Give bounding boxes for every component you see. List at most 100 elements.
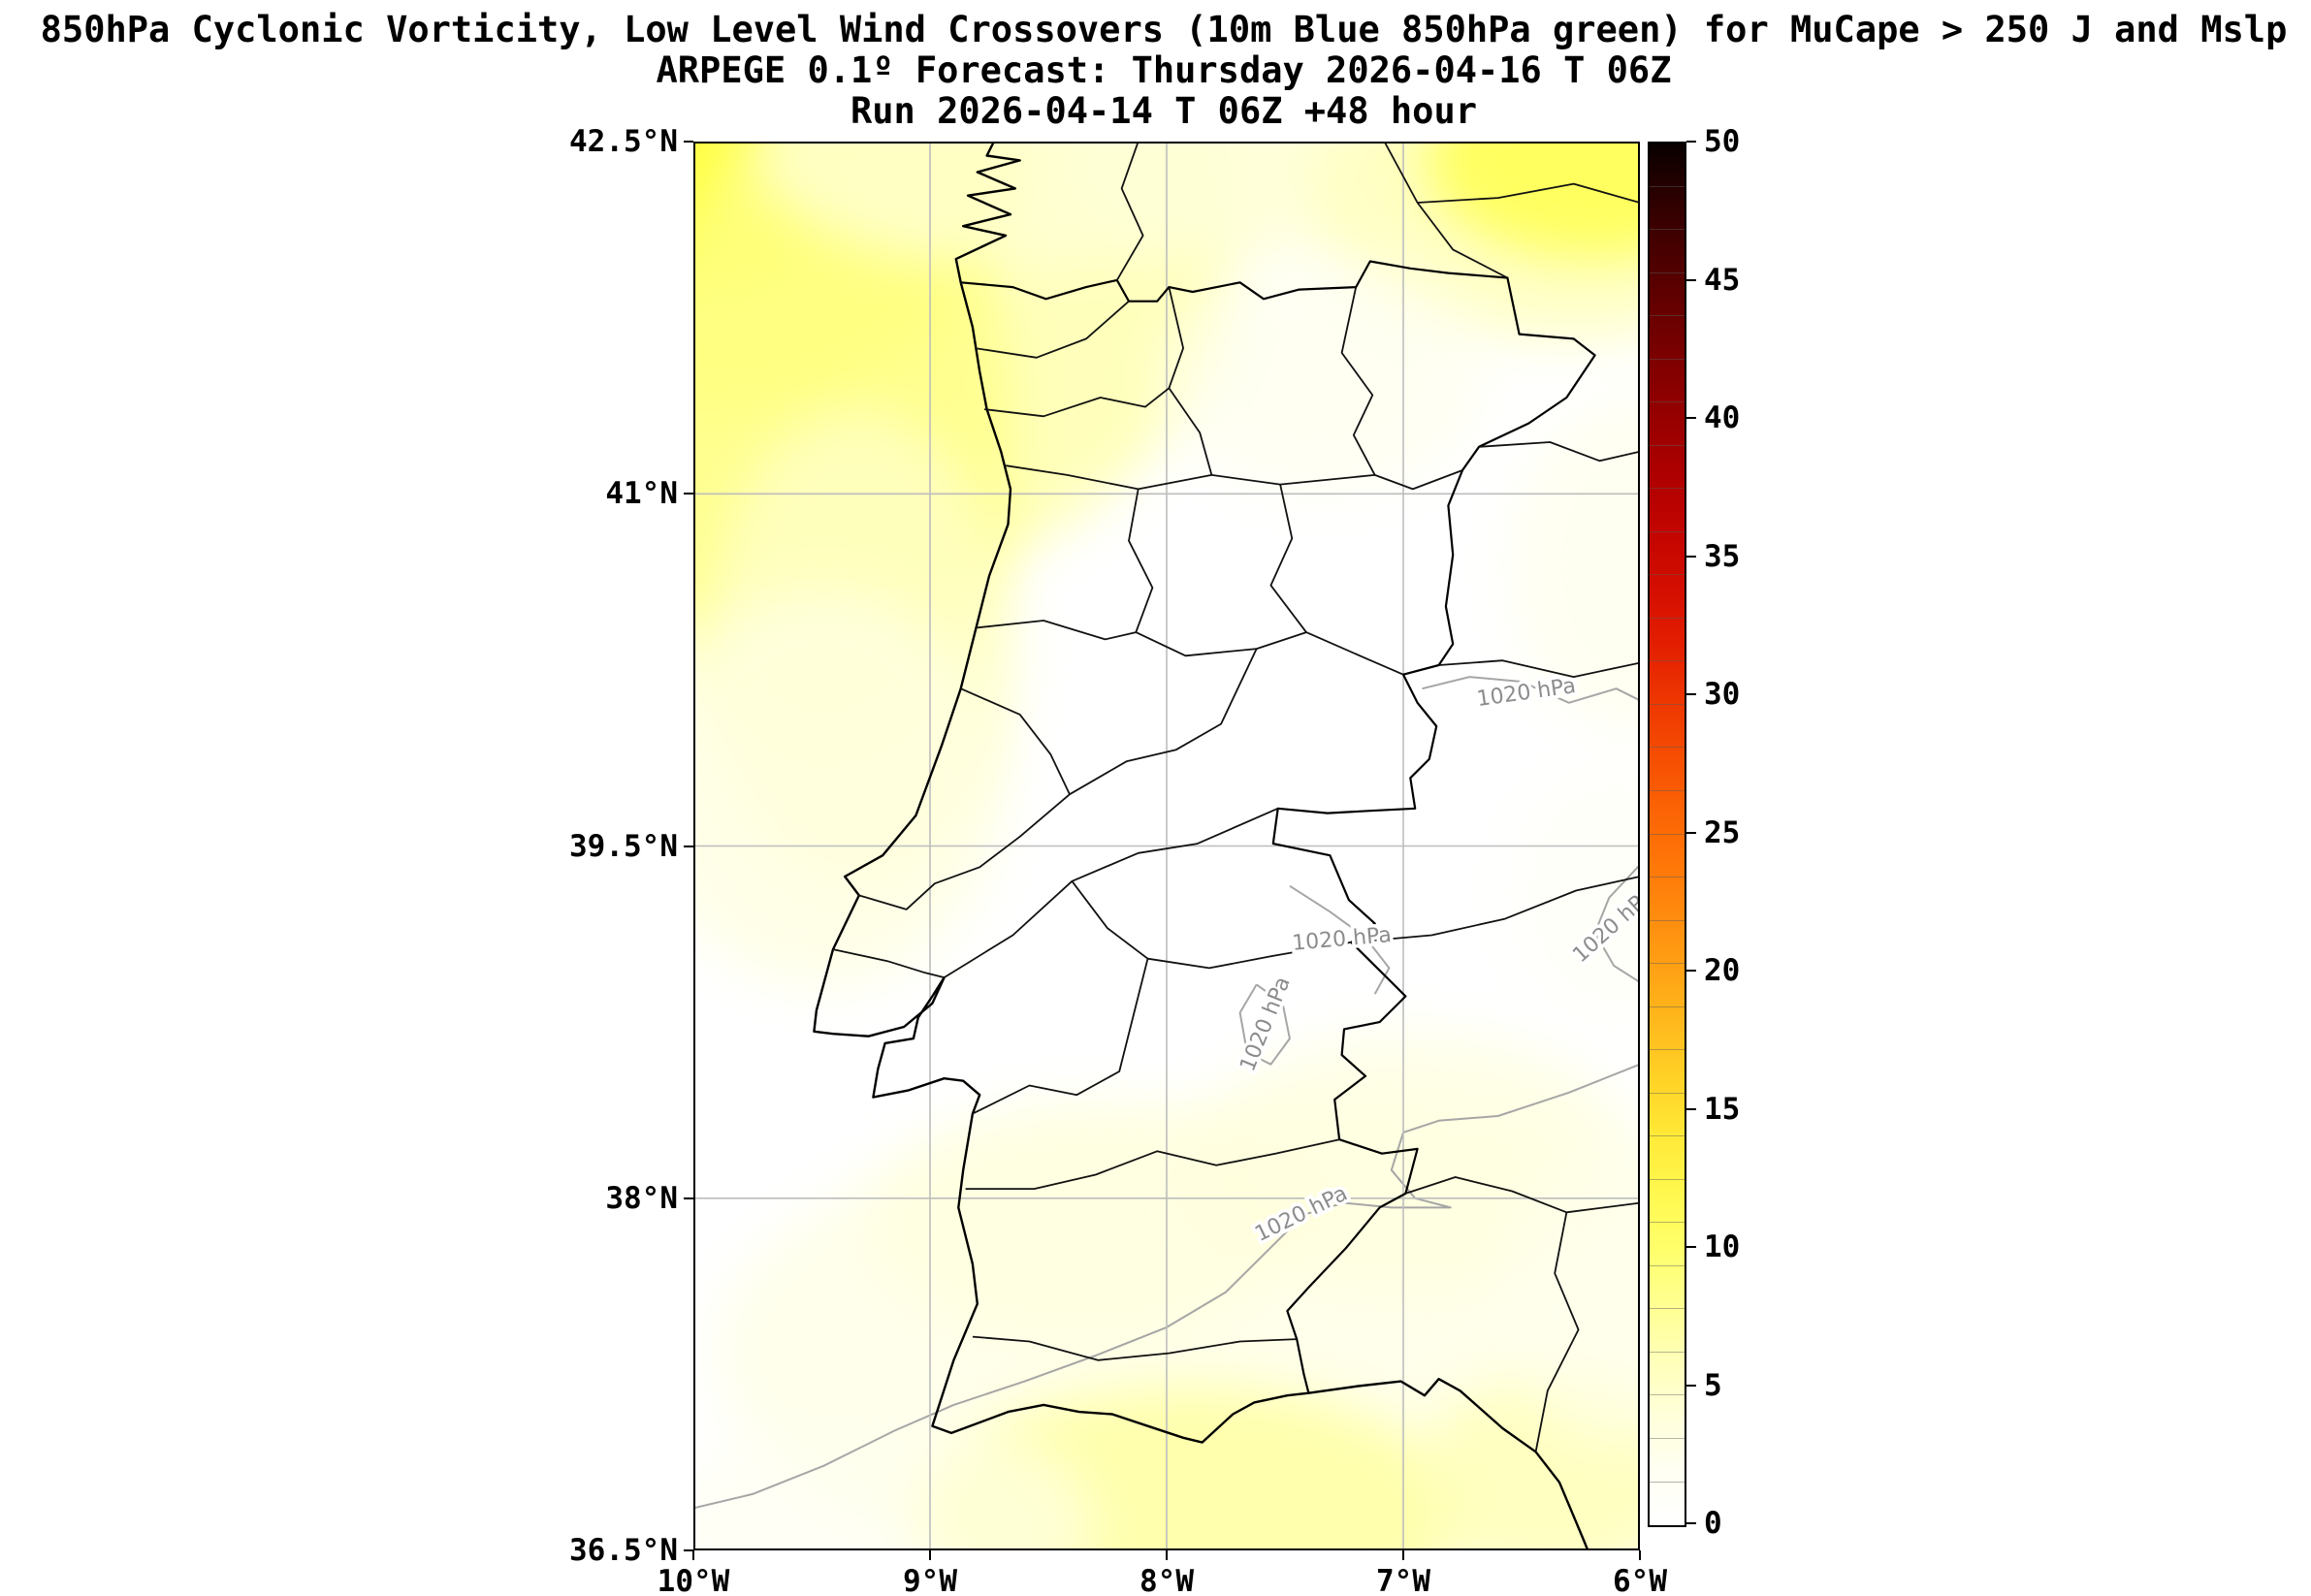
colorbar-level-line xyxy=(1650,660,1685,662)
colorbar-tick-label: 50 xyxy=(1704,124,1741,159)
colorbar-level-line xyxy=(1650,358,1685,360)
district-line xyxy=(1534,1212,1580,1452)
district-line xyxy=(1005,464,1463,491)
colorbar-tick-label: 20 xyxy=(1704,953,1741,988)
colorbar-tickmark xyxy=(1686,141,1696,143)
district-line xyxy=(960,687,1071,795)
district-line xyxy=(1069,648,1258,795)
colorbar-level-line xyxy=(1650,617,1685,619)
mslp-contour xyxy=(1238,983,1291,1066)
vorticity-blob xyxy=(1497,1139,1640,1445)
colorbar-level-line xyxy=(1650,1481,1685,1483)
x-tickmark xyxy=(692,1550,694,1560)
colorbar-level-line xyxy=(1650,271,1685,273)
colorbar-tickmark xyxy=(1686,1246,1696,1248)
colorbar-level-line xyxy=(1650,574,1685,576)
y-tickmark xyxy=(684,1549,693,1551)
colorbar-tickmark xyxy=(1686,555,1696,558)
mslp-contour xyxy=(1422,676,1640,704)
district-line xyxy=(1417,182,1640,204)
district-line xyxy=(858,793,1071,910)
vorticity-blob xyxy=(693,588,1002,987)
district-line xyxy=(1479,441,1640,463)
colorbar-level-line xyxy=(1650,1308,1685,1310)
mslp-contour xyxy=(693,1063,1640,1510)
district-line xyxy=(832,948,945,978)
colorbar-level-line xyxy=(1650,1264,1685,1266)
map-boundaries-layer xyxy=(813,142,1640,1550)
vorticity-blob xyxy=(1509,399,1640,729)
colorbar-level-line xyxy=(1650,1351,1685,1353)
y-tickmark xyxy=(684,141,693,143)
x-tick-label: 9°W xyxy=(903,1564,957,1596)
x-tickmark xyxy=(1402,1550,1404,1560)
colorbar-level-line xyxy=(1650,1092,1685,1094)
district-line xyxy=(1405,1176,1640,1214)
y-tickmark xyxy=(684,493,693,495)
vorticity-blob xyxy=(693,1409,1097,1550)
colorbar-tickmark xyxy=(1686,1384,1696,1387)
colorbar-level-line xyxy=(1650,401,1685,403)
colorbar-tickmark xyxy=(1686,970,1696,972)
colorbar-level-line xyxy=(1650,488,1685,490)
colorbar-level-line xyxy=(1650,315,1685,317)
x-tick-label: 7°W xyxy=(1376,1564,1430,1596)
colorbar-level-line xyxy=(1650,963,1685,965)
colorbar-tick-label: 5 xyxy=(1704,1367,1722,1403)
colorbar-gradient xyxy=(1650,144,1685,1525)
vorticity-blob xyxy=(1509,763,1640,1022)
y-tick-label: 36.5°N xyxy=(569,1533,678,1568)
x-tickmark xyxy=(1166,1550,1168,1560)
colorbar-level-line xyxy=(1650,703,1685,705)
mslp-contour-label: 1020 hPa xyxy=(1291,923,1392,956)
colorbar-level-line xyxy=(1650,919,1685,921)
colorbar-level-line xyxy=(1650,747,1685,749)
colorbar-tickmark xyxy=(1686,1107,1696,1110)
x-tick-label: 10°W xyxy=(657,1564,730,1596)
district-line xyxy=(977,620,1137,641)
district-line xyxy=(1383,142,1508,279)
colorbar-tickmark xyxy=(1686,1522,1696,1524)
district-line xyxy=(965,1138,1340,1190)
district-line xyxy=(1340,286,1376,476)
colorbar-tickmark xyxy=(1686,831,1696,834)
colorbar xyxy=(1648,142,1686,1527)
x-tickmark xyxy=(1639,1550,1641,1560)
colorbar-level-line xyxy=(1650,1135,1685,1137)
colorbar-level-line xyxy=(1650,530,1685,532)
district-line xyxy=(1438,659,1640,678)
title-line-1: 850hPa Cyclonic Vorticity, Low Level Win… xyxy=(40,9,2288,50)
colorbar-level-line xyxy=(1650,444,1685,446)
colorbar-tick-label: 35 xyxy=(1704,538,1741,574)
district-line xyxy=(972,996,1139,1115)
y-tick-label: 41°N xyxy=(605,476,678,512)
mslp-contour xyxy=(1289,884,1391,995)
colorbar-level-line xyxy=(1650,1178,1685,1180)
plot-area: 1020 hPa 1020 hPa 1020 hPa 1020 hPa 1020 hPa xyxy=(693,142,1640,1550)
y-tick-label: 38°N xyxy=(605,1180,678,1216)
colorbar-tick-label: 25 xyxy=(1704,814,1741,850)
y-tickmark xyxy=(684,845,693,847)
colorbar-tick-label: 0 xyxy=(1704,1506,1722,1541)
colorbar-tick-label: 45 xyxy=(1704,262,1741,298)
district-line xyxy=(983,387,1170,418)
x-tick-label: 8°W xyxy=(1139,1564,1194,1596)
colorbar-tick-label: 40 xyxy=(1704,400,1741,435)
district-line xyxy=(1135,631,1404,676)
district-line xyxy=(1128,489,1154,633)
district-line xyxy=(1116,142,1144,281)
x-tick-label: 6°W xyxy=(1613,1564,1667,1596)
colorbar-level-line xyxy=(1650,1437,1685,1439)
colorbar-level-line xyxy=(1650,1049,1685,1051)
colorbar-tickmark xyxy=(1686,693,1696,695)
x-tickmark xyxy=(929,1550,931,1560)
chart-title: 850hPa Cyclonic Vorticity, Low Level Win… xyxy=(41,10,2288,132)
district-line xyxy=(1269,484,1307,633)
y-tick-label: 39.5°N xyxy=(569,828,678,864)
colorbar-level-line xyxy=(1650,229,1685,231)
colorbar-level-line xyxy=(1650,1005,1685,1007)
vorticity-blob xyxy=(1427,142,1640,260)
gridline-layer xyxy=(693,142,1640,1550)
